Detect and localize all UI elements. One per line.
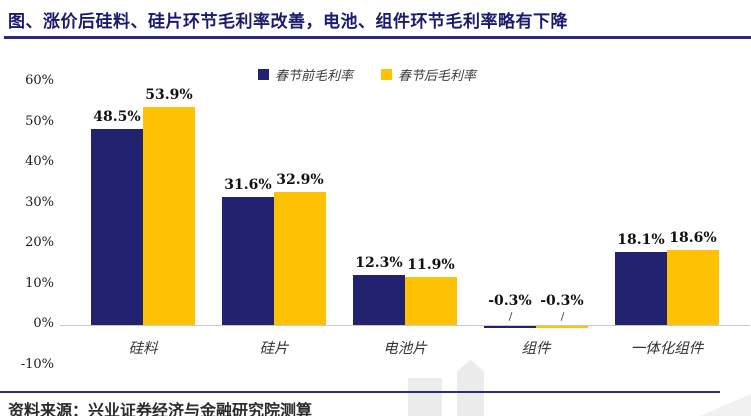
category-label: 硅料 xyxy=(128,341,158,357)
bar-series0-电池片 xyxy=(353,275,405,325)
bar-value-label: 18.1% xyxy=(617,231,665,248)
title-underline xyxy=(4,36,751,39)
bar-value-label: 53.9% xyxy=(145,86,193,103)
legend-item: 春节前毛利率 xyxy=(258,65,353,84)
watermark-building-icon xyxy=(408,378,442,416)
footer-divider xyxy=(0,391,720,393)
bar-series1-硅料 xyxy=(143,106,195,325)
bar-value-label: -0.3% xyxy=(488,293,532,309)
category-label: 组件 xyxy=(521,341,551,357)
label-leader-line xyxy=(508,312,513,321)
bar-series0-组件 xyxy=(484,326,536,328)
legend-swatch-icon xyxy=(381,69,393,80)
bar-value-label: 11.9% xyxy=(407,256,455,273)
ytick-label: 50% xyxy=(25,113,54,129)
ytick-label: 30% xyxy=(25,194,54,210)
ytick-label: 0% xyxy=(33,316,54,331)
category-label: 一体化组件 xyxy=(630,341,704,357)
bar-value-label: 12.3% xyxy=(355,255,403,272)
ytick-label: 20% xyxy=(25,235,54,250)
chart-title: 图、涨价后硅料、硅片环节毛利率改善，电池、组件环节毛利率略有下降 xyxy=(8,12,568,31)
ytick-label: 10% xyxy=(25,275,54,291)
bar-series0-一体化组件 xyxy=(615,251,667,325)
bar-series1-一体化组件 xyxy=(667,249,719,325)
label-leader-line xyxy=(560,312,565,321)
legend-swatch-icon xyxy=(258,69,269,80)
bar-series1-组件 xyxy=(536,326,588,328)
legend-label: 春节前毛利率 xyxy=(275,69,354,84)
ytick-label: 40% xyxy=(25,154,54,169)
ytick-label: -10% xyxy=(20,356,54,372)
legend-item: 春节后毛利率 xyxy=(381,65,476,84)
x-axis-line xyxy=(60,325,750,326)
bar-value-label: 48.5% xyxy=(93,108,141,125)
bar-series1-硅片 xyxy=(274,191,326,325)
ytick-label: 60% xyxy=(25,73,54,88)
source-note: 资料来源：兴业证券经济与金融研究院测算 xyxy=(8,403,313,416)
bar-series0-硅料 xyxy=(91,128,143,325)
bar-value-label: -0.3% xyxy=(540,293,584,309)
bar-value-label: 31.6% xyxy=(224,177,272,194)
legend-label: 春节后毛利率 xyxy=(398,69,477,84)
bar-series0-硅片 xyxy=(222,197,274,325)
legend: 春节前毛利率 春节后毛利率 xyxy=(258,65,476,84)
category-label: 电池片 xyxy=(383,341,427,357)
bar-value-label: 18.6% xyxy=(669,229,717,246)
bar-value-label: 32.9% xyxy=(276,171,324,188)
category-label: 硅片 xyxy=(259,341,289,357)
watermark-tower-icon xyxy=(457,360,484,416)
watermark-corner-icon xyxy=(700,394,751,416)
bar-series1-电池片 xyxy=(405,276,457,325)
